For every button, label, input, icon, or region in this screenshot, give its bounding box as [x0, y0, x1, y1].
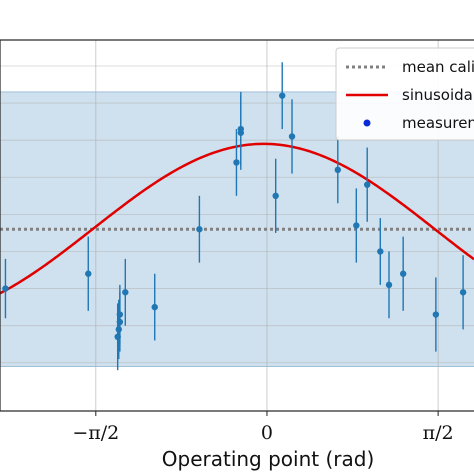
measurement-point — [364, 181, 371, 188]
measurement-point — [353, 222, 360, 229]
measurement-point — [115, 326, 122, 333]
legend-box — [335, 47, 474, 141]
measurement-point — [151, 303, 158, 311]
measurement-point — [116, 311, 124, 318]
measurement-point — [237, 125, 245, 133]
measurement-points-layer — [2, 62, 467, 371]
x-axis-ticks: −π/2 0 π/2 — [72, 411, 454, 444]
plot-frame — [0, 39, 474, 412]
legend-fit-label: sinusoida — [402, 86, 473, 104]
measurement-point — [334, 166, 341, 174]
x-axis-title: Operating point (rad) — [162, 447, 375, 471]
measurement-point — [459, 289, 467, 296]
legend-measurement-swatch — [363, 119, 371, 127]
x-tick-label-0: −π/2 — [72, 422, 119, 444]
legend-measurement-label: measuren — [402, 114, 474, 132]
x-tick-label-1: 0 — [261, 422, 273, 444]
measurement-point — [85, 270, 92, 277]
measurement-point — [288, 133, 296, 140]
legend: mean cali sinusoida measuren — [335, 47, 474, 141]
measurement-point — [122, 289, 129, 296]
measurement-point — [279, 92, 286, 99]
measurement-point — [233, 159, 240, 166]
measurement-point — [196, 226, 203, 233]
x-tick-label-2: π/2 — [423, 422, 454, 444]
measurement-point — [432, 311, 440, 318]
measurement-point — [385, 281, 393, 289]
measurement-point — [399, 270, 407, 277]
measurement-point — [2, 285, 9, 292]
measurement-point — [377, 248, 384, 255]
measurement-point — [272, 192, 279, 200]
legend-mean-label: mean cali — [402, 58, 474, 76]
